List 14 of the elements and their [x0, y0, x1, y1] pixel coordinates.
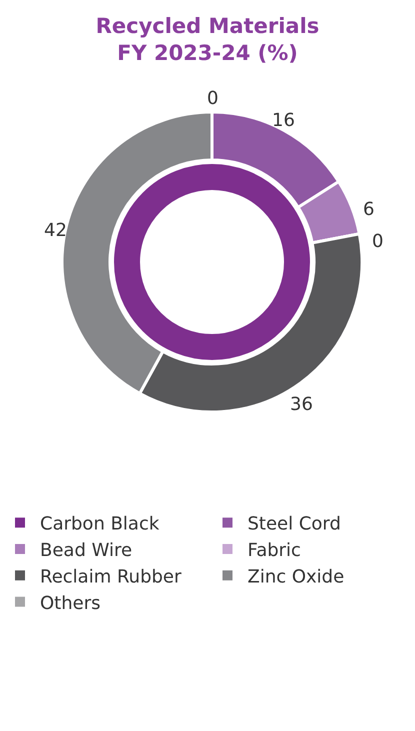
- legend-label: Others: [40, 592, 100, 614]
- legend-label: Carbon Black: [40, 514, 160, 535]
- legend-label: Fabric: [248, 540, 301, 562]
- data-label: 16: [272, 110, 295, 131]
- data-label: 36: [290, 394, 313, 415]
- data-label: 6: [363, 199, 374, 220]
- text: 0: [207, 88, 218, 109]
- chart-title: Recycled Materials FY 2023-24 (%): [96, 14, 320, 66]
- legend-label: Bead Wire: [40, 540, 132, 562]
- data-label: 42: [44, 220, 67, 241]
- text: 0: [372, 231, 384, 252]
- legend-label: Zinc Oxide: [248, 566, 344, 588]
- legend-label: Steel Cord: [248, 514, 341, 535]
- legend-label: Reclaim Rubber: [40, 566, 182, 588]
